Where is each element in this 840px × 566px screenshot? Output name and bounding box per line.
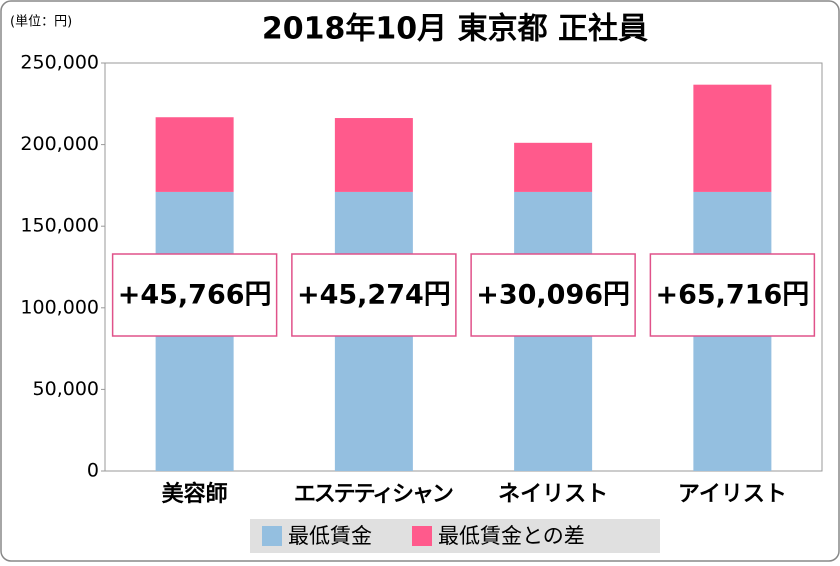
x-tick-label: 美容師: [162, 481, 228, 507]
y-tick-label: 0: [87, 460, 99, 482]
bar-segment: [155, 117, 234, 192]
value-label-box: [291, 253, 457, 337]
value-label-box: [470, 253, 636, 337]
legend-swatch: [262, 526, 282, 546]
bar-segment: [693, 84, 772, 192]
y-tick-label: 250,000: [20, 52, 99, 74]
unit-label: (単位：円): [10, 14, 72, 30]
legend-swatch: [412, 526, 432, 546]
legend-label: 最低賃金: [288, 524, 372, 548]
value-label-box: [111, 253, 278, 337]
x-tick-label: ネイリスト: [498, 482, 608, 507]
y-tick-label: 200,000: [20, 133, 99, 155]
bar-segment: [334, 118, 413, 192]
bar-segment: [514, 142, 593, 192]
y-tick-label: 150,000: [20, 215, 99, 237]
value-label: +45,274円: [297, 280, 451, 311]
chart-title: 2018年10月 東京都 正社員: [262, 12, 648, 47]
y-tick-label: 100,000: [20, 296, 99, 318]
value-label: +45,766円: [118, 280, 272, 311]
x-tick-label: アイリスト: [678, 482, 787, 507]
legend-label: 最低賃金との差: [438, 524, 585, 548]
x-tick-label: エステティシャン: [294, 482, 454, 507]
legend: [250, 519, 660, 553]
value-label: +30,096円: [476, 280, 630, 311]
value-label: +65,716円: [655, 280, 809, 311]
value-label-box: [649, 253, 816, 337]
y-tick-label: 50,000: [33, 378, 99, 400]
